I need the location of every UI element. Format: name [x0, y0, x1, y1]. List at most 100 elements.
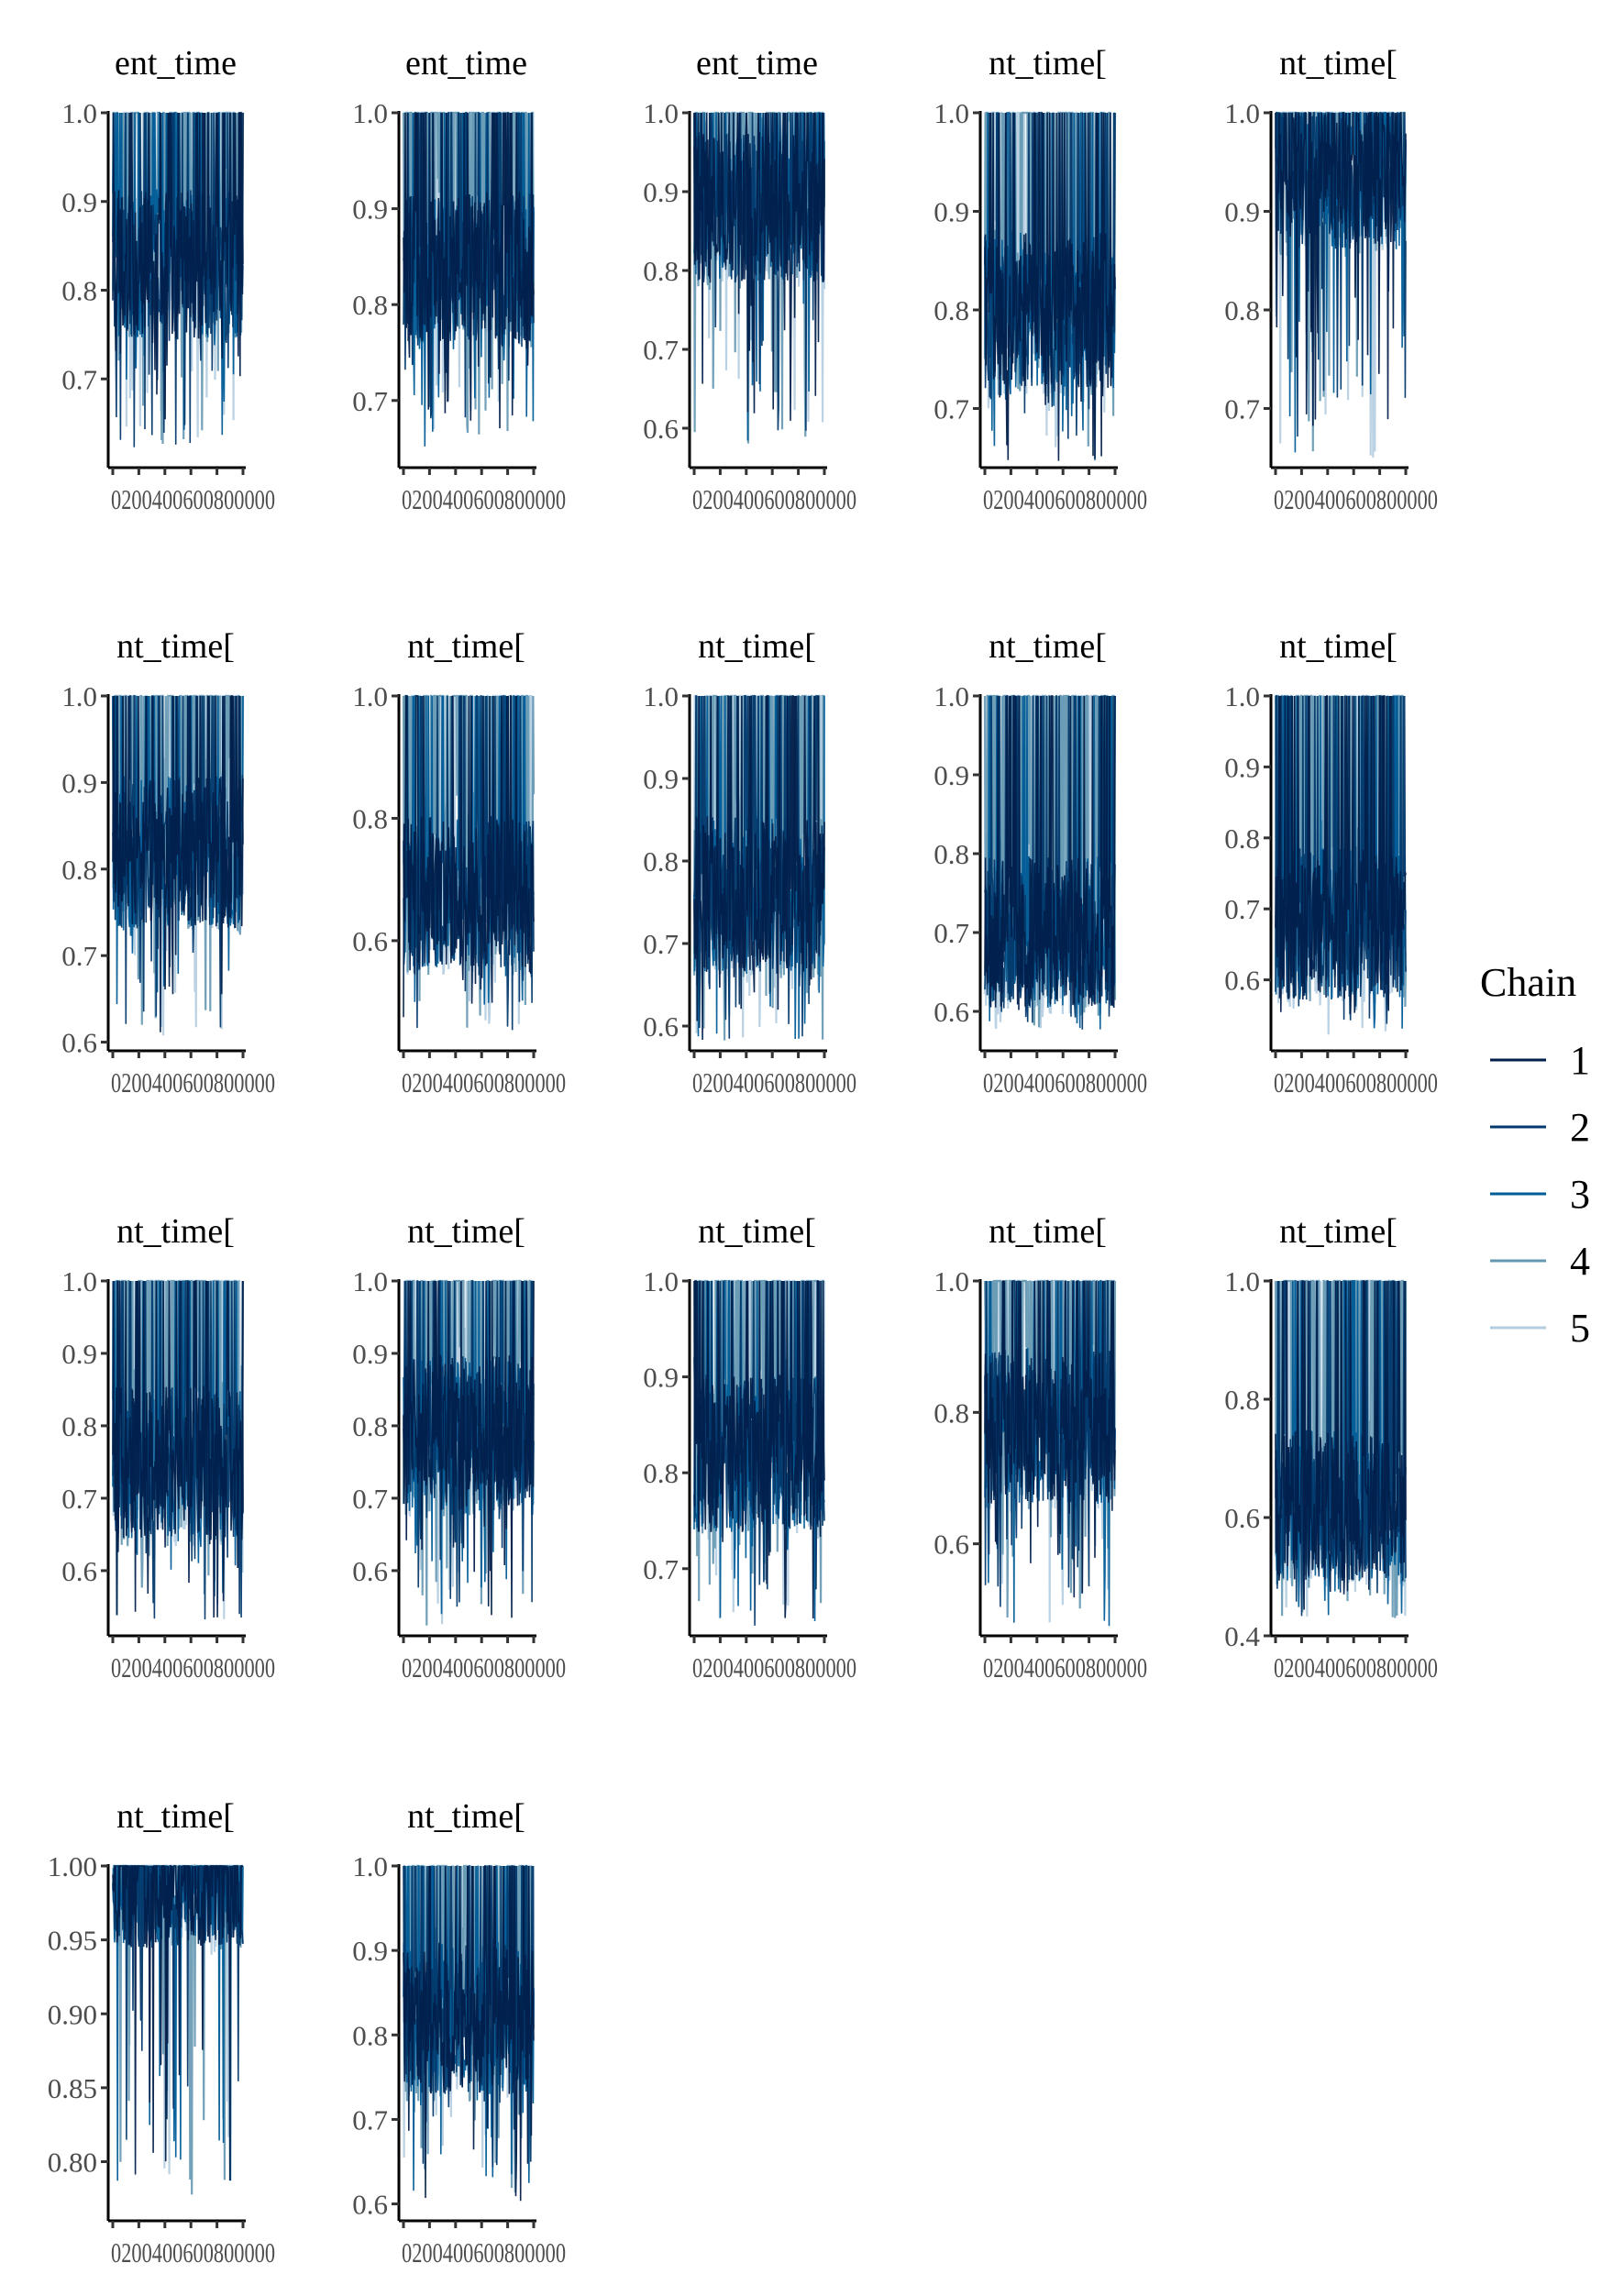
- y-tick-label: 0.9: [61, 1338, 97, 1370]
- y-tick-label: 0.7: [61, 1483, 97, 1515]
- chain-traces: [692, 111, 826, 444]
- y-tick-label: 1.0: [643, 97, 679, 129]
- y-tick-label: 0.7: [643, 1553, 679, 1585]
- chain-legend: Chain 1 2 3 4 5: [1480, 960, 1590, 1351]
- y-tick-label: 0.8: [61, 854, 97, 886]
- panel-title: nt_time[: [1279, 44, 1398, 83]
- chain-traces: [1274, 111, 1408, 458]
- y-tick-label: 1.0: [643, 680, 679, 712]
- panel-title: ent_time: [115, 44, 237, 83]
- panel-title: nt_time[: [116, 627, 235, 666]
- y-tick-label: 1.0: [934, 1265, 969, 1297]
- y-tick-label: 0.95: [48, 1925, 97, 1957]
- chain-trace-line: [112, 1865, 243, 2181]
- panel-title: nt_time[: [116, 1797, 235, 1836]
- x-tick-labels: 0200400600800000: [692, 483, 856, 515]
- chain-traces: [402, 694, 536, 1031]
- chain-traces: [983, 111, 1117, 461]
- chain-trace-line: [112, 1280, 244, 1618]
- chain-trace-line: [403, 1280, 535, 1618]
- x-tick-labels: 0200400600800000: [111, 2236, 275, 2268]
- y-tick-label: 0.6: [934, 996, 969, 1028]
- y-tick-label: 0.6: [61, 1555, 97, 1587]
- y-tick-label: 0.8: [643, 1457, 679, 1489]
- x-tick-labels: 0200400600800000: [1274, 483, 1438, 515]
- y-tick-label: 0.8: [61, 275, 97, 307]
- y-tick-label: 0.7: [352, 385, 388, 417]
- y-tick-label: 1.0: [352, 1850, 388, 1882]
- y-tick-label: 1.0: [1224, 97, 1260, 129]
- y-tick-label: 0.8: [643, 255, 679, 287]
- y-tick-label: 0.8: [61, 1410, 97, 1442]
- panel-title: nt_time[: [407, 1797, 525, 1836]
- x-tick-labels: 0200400600800000: [1274, 1066, 1438, 1098]
- x-tick-labels: 0200400600800000: [111, 483, 275, 515]
- y-tick-label: 0.7: [61, 940, 97, 972]
- y-tick-label: 0.9: [61, 767, 97, 799]
- panel-title: nt_time[: [698, 627, 816, 666]
- trace-panel: 0.7 0.8 0.9 1.0 0200400600800000 ent_time: [61, 44, 275, 515]
- y-tick-label: 0.7: [1224, 893, 1260, 925]
- chain-trace-line: [984, 1280, 1116, 1598]
- chain-traces: [111, 111, 245, 447]
- trace-panel: 0.6 0.7 0.8 0.9 1.0 0200400600800000 nt_time[: [352, 1797, 566, 2268]
- legend-label: 3: [1570, 1172, 1590, 1217]
- y-tick-label: 0.8: [352, 1410, 388, 1442]
- trace-panel: 0.7 0.8 0.9 1.0 0200400600800000 nt_time[: [1224, 44, 1438, 515]
- chain-trace-line: [1275, 1280, 1407, 1610]
- y-tick-label: 0.8: [1224, 822, 1260, 855]
- y-tick-label: 1.0: [643, 1265, 679, 1297]
- y-tick-label: 1.0: [1224, 1265, 1260, 1297]
- y-tick-label: 0.6: [934, 1529, 969, 1561]
- y-tick-label: 0.8: [1224, 1384, 1260, 1416]
- y-tick-label: 1.0: [61, 680, 97, 712]
- y-tick-label: 0.7: [643, 334, 679, 366]
- y-tick-label: 1.0: [61, 97, 97, 129]
- x-tick-labels: 0200400600800000: [983, 1066, 1147, 1098]
- y-tick-label: 1.0: [1224, 680, 1260, 712]
- y-tick-label: 0.6: [1224, 1502, 1260, 1534]
- y-tick-label: 0.90: [48, 1998, 97, 2030]
- chain-trace-line: [693, 695, 825, 1041]
- trace-panel: 0.6 0.7 0.8 0.9 1.0 0200400600800000 ent_time: [643, 44, 856, 515]
- y-tick-label: 0.9: [1224, 751, 1260, 783]
- y-tick-label: 1.0: [934, 97, 969, 129]
- legend-label: 2: [1570, 1105, 1590, 1150]
- y-tick-label: 0.7: [934, 393, 969, 425]
- chain-traces: [402, 1864, 536, 2202]
- chain-trace-line: [693, 1280, 825, 1619]
- chain-traces: [1274, 694, 1408, 1035]
- panel-title: nt_time[: [698, 1212, 816, 1251]
- panel-title: ent_time: [696, 44, 818, 83]
- panel-title: nt_time[: [116, 1212, 235, 1251]
- x-tick-labels: 0200400600800000: [1274, 1651, 1438, 1683]
- y-tick-label: 1.0: [352, 680, 388, 712]
- chain-traces: [983, 694, 1117, 1030]
- chain-traces: [111, 694, 245, 1036]
- chain-traces: [692, 1279, 826, 1626]
- x-tick-labels: 0200400600800000: [402, 2236, 566, 2268]
- trace-panel: 0.6 0.7 0.8 0.9 1.0 0200400600800000 nt_time[: [934, 627, 1147, 1098]
- y-tick-label: 1.0: [934, 680, 969, 712]
- y-tick-label: 0.9: [1224, 196, 1260, 228]
- trace-panel: 0.6 0.8 1.0 0200400600800000 nt_time[: [934, 1212, 1147, 1683]
- y-tick-label: 1.0: [352, 97, 388, 129]
- trace-panel: 0.6 0.7 0.8 0.9 1.0 0200400600800000 nt_time[: [1224, 627, 1438, 1098]
- y-tick-label: 1.00: [48, 1850, 97, 1882]
- x-tick-labels: 0200400600800000: [111, 1651, 275, 1683]
- panel-title: nt_time[: [989, 627, 1107, 666]
- y-tick-label: 0.9: [934, 759, 969, 791]
- chain-traces: [692, 694, 826, 1041]
- y-tick-label: 1.0: [352, 1265, 388, 1297]
- x-tick-labels: 0200400600800000: [983, 483, 1147, 515]
- y-tick-label: 0.7: [1224, 393, 1260, 425]
- trace-panel: 0.7 0.8 0.9 1.0 0200400600800000 ent_time: [352, 44, 566, 515]
- panel-title: nt_time[: [1279, 1212, 1398, 1251]
- trace-panel: 0.6 0.7 0.8 0.9 1.0 0200400600800000 nt_time[: [643, 627, 856, 1098]
- trace-panel: 0.7 0.8 0.9 1.0 0200400600800000 nt_time[: [643, 1212, 856, 1683]
- chain-traces: [111, 1279, 245, 1620]
- x-tick-labels: 0200400600800000: [983, 1651, 1147, 1683]
- y-tick-label: 0.4: [1224, 1620, 1260, 1652]
- y-tick-label: 0.7: [352, 2103, 388, 2136]
- y-tick-label: 0.6: [1224, 965, 1260, 997]
